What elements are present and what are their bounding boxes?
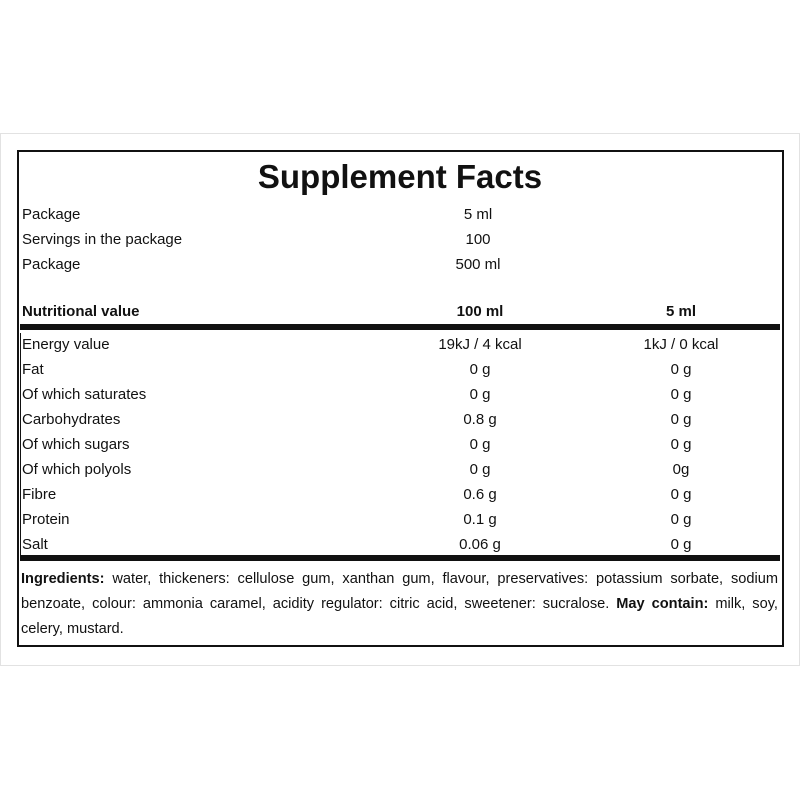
rule: [20, 324, 780, 330]
value-cell: 19kJ / 4 kcal: [438, 336, 522, 353]
row-label: Of which polyols: [22, 461, 132, 478]
value-cell: 0 g: [469, 361, 491, 378]
info-value: 5 ml: [463, 206, 493, 223]
may-contain-label: May contain:: [616, 596, 709, 612]
header-cell: 5 ml: [665, 303, 697, 320]
row-label: Of which sugars: [22, 436, 130, 453]
ingredients-label: Ingredients:: [21, 571, 105, 587]
value-cell: 0.6 g: [463, 486, 497, 503]
value-cell: 0.06 g: [459, 536, 501, 553]
value-cell: 0 g: [670, 536, 692, 553]
value-cell: 0 g: [670, 511, 692, 528]
row-label: Fat: [22, 361, 44, 378]
value-cell: 0 g: [670, 436, 692, 453]
rule: [20, 555, 780, 561]
info-label: Package: [22, 256, 81, 273]
title: Supplement Facts: [257, 158, 543, 195]
value-cell: 0.8 g: [463, 411, 497, 428]
value-cell: 1kJ / 0 kcal: [643, 336, 719, 353]
info-value: 500 ml: [455, 256, 501, 273]
info-label: Servings in the package: [22, 231, 183, 248]
label-box: [17, 150, 784, 647]
value-cell: 0 g: [670, 486, 692, 503]
value-cell: 0 g: [469, 436, 491, 453]
value-cell: 0 g: [670, 411, 692, 428]
ingredients-text: water, thickeners: cellulose gum, xantha…: [21, 571, 778, 612]
value-cell: 0 g: [469, 461, 491, 478]
row-label: Carbohydrates: [22, 411, 121, 428]
value-cell: 0 g: [469, 386, 491, 403]
value-cell: 0 g: [670, 361, 692, 378]
row-label: Energy value: [22, 336, 110, 353]
row-label: Salt: [22, 536, 48, 553]
header-cell: Nutritional value: [22, 303, 140, 320]
info-value: 100: [465, 231, 491, 248]
rule: [20, 333, 21, 555]
ingredients: Ingredients: water, thickeners: cellulos…: [21, 567, 778, 642]
info-label: Package: [22, 206, 81, 223]
may-contain-text: milk, soy, celery, mustard.: [21, 596, 778, 637]
row-label: Of which saturates: [22, 386, 147, 403]
value-cell: 0g: [672, 461, 690, 478]
value-cell: 0.1 g: [463, 511, 497, 528]
header-cell: 100 ml: [456, 303, 504, 320]
value-cell: 0 g: [670, 386, 692, 403]
row-label: Fibre: [22, 486, 57, 503]
row-label: Protein: [22, 511, 70, 528]
